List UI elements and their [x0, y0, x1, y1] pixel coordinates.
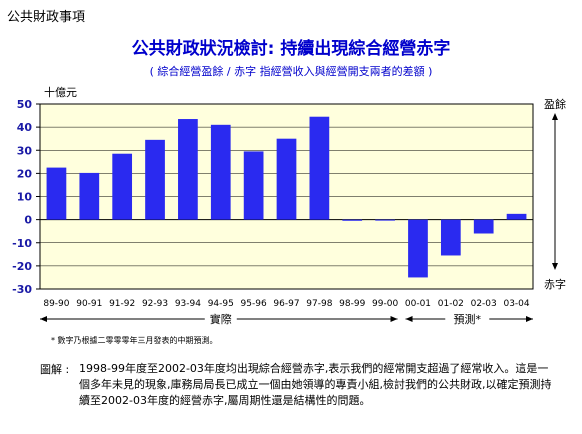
actual-period-label: 實際	[210, 312, 232, 326]
actual-label-bg	[204, 312, 237, 326]
x-tick-label: 97-98	[306, 299, 332, 309]
y-tick-label: -20	[12, 260, 32, 273]
y-axis-unit-label: 十億元	[44, 86, 77, 99]
x-tick-label: 95-96	[241, 299, 267, 309]
x-tick-label: 99-00	[372, 299, 398, 309]
y-tick-label: -30	[12, 283, 32, 296]
bar	[112, 153, 133, 220]
arrowhead-left	[405, 316, 413, 322]
chart-title: 公共財政狀況檢討: 持續出現綜合經營赤字	[131, 39, 451, 59]
bar	[46, 167, 67, 220]
arrowhead-down	[552, 263, 558, 270]
bar	[79, 172, 100, 220]
y-tick-label: 30	[17, 144, 33, 157]
deficit-label: 赤字	[544, 278, 566, 291]
x-tick-label: 98-99	[339, 299, 365, 309]
bar	[473, 219, 494, 234]
bar	[309, 116, 330, 220]
arrowhead-right	[526, 316, 533, 322]
x-tick-label: 96-97	[273, 299, 299, 309]
x-tick-label: 00-01	[405, 299, 431, 309]
y-tick-label: 20	[17, 167, 33, 180]
y-tick-label: 40	[17, 121, 33, 134]
x-tick-label: 92-93	[142, 299, 168, 309]
caption-text: 1998-99年度至2002-03年度均出現綜合經營赤字,表示我們的經常開支超過…	[79, 362, 552, 407]
y-tick-label: 0	[24, 214, 32, 227]
chart-subtitle: ( 綜合經營盈餘 / 赤字 指經營收入與經營開支兩者的差額 )	[149, 65, 433, 78]
x-tick-label: 02-03	[471, 299, 497, 309]
bar	[243, 151, 264, 220]
arrowhead-left	[40, 316, 47, 322]
bar	[276, 138, 297, 220]
x-tick-label: 90-91	[76, 299, 102, 309]
x-tick-label: 01-02	[438, 299, 464, 309]
x-tick-label: 89-90	[43, 299, 69, 309]
y-tick-label: -10	[12, 237, 32, 250]
caption-heading: 圖解 :	[40, 363, 70, 376]
arrowhead-right	[390, 316, 398, 322]
bar	[375, 219, 395, 221]
bar	[440, 219, 461, 256]
y-tick-label: 10	[17, 191, 33, 204]
chart-footnote: * 數字乃根據二零零零年三月發表的中期預測。	[51, 336, 218, 345]
bar	[145, 139, 165, 220]
bar	[506, 213, 527, 220]
y-tick-label: 50	[17, 98, 33, 111]
x-tick-label: 03-04	[503, 299, 529, 309]
forecast-label-bg	[445, 312, 490, 326]
page-header: 公共財政事項	[7, 10, 86, 25]
forecast-period-label: 預測*	[454, 312, 482, 326]
bar	[210, 124, 231, 220]
bar	[408, 219, 428, 278]
x-tick-label: 91-92	[109, 299, 135, 309]
arrowhead-up	[552, 113, 558, 120]
x-tick-label: 94-95	[208, 299, 234, 309]
bar	[178, 119, 198, 220]
x-tick-label: 93-94	[175, 299, 201, 309]
surplus-label: 盈餘	[544, 98, 566, 111]
bar	[342, 219, 363, 221]
